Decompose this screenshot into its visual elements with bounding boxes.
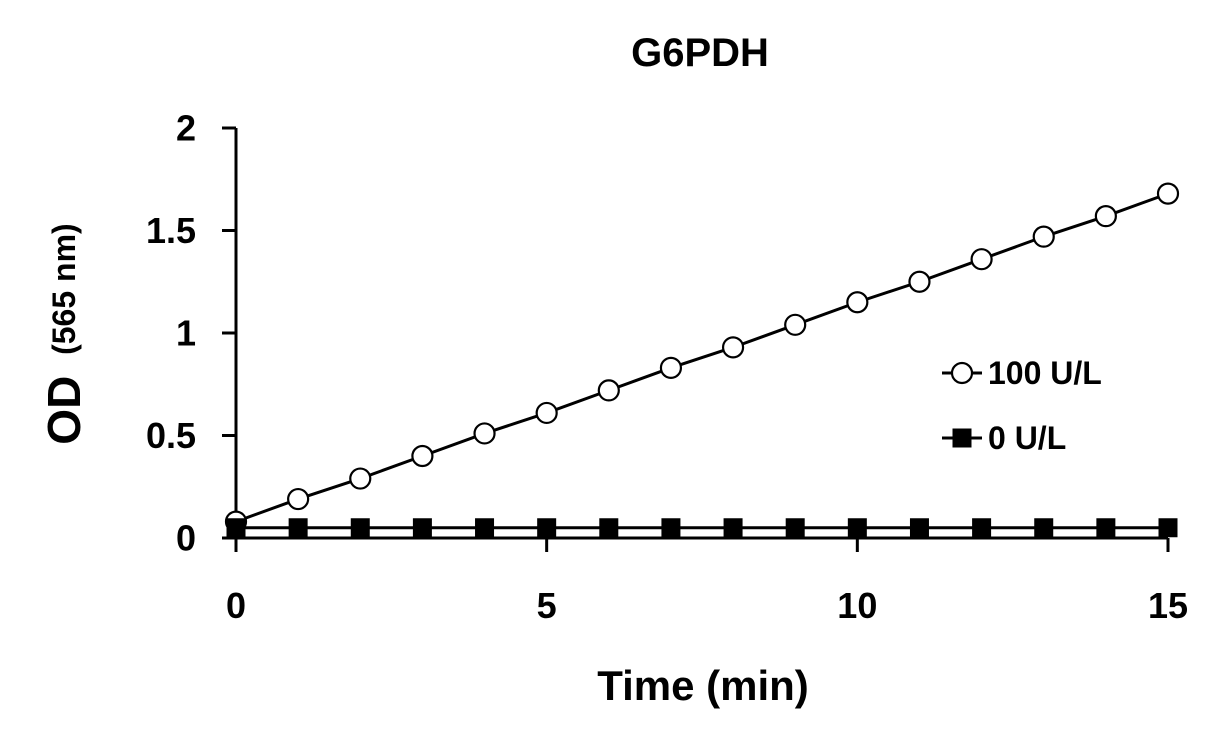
plot-area — [224, 182, 1180, 538]
series-100-u-l — [224, 182, 1180, 533]
legend-item: 100 U/L — [942, 355, 1102, 391]
data-point — [599, 518, 619, 538]
legend-marker — [952, 428, 972, 448]
data-point — [785, 518, 805, 538]
y-tick-label: 1 — [176, 313, 196, 354]
data-point — [846, 291, 869, 314]
y-axis-label: OD (565 nm) — [38, 223, 90, 444]
x-tick-label: 15 — [1148, 585, 1188, 626]
y-tick-label: 2 — [176, 108, 196, 149]
legend-marker — [950, 361, 974, 385]
y-axis-label-unit: (565 nm) — [46, 223, 82, 355]
y-axis-label-main: OD — [38, 376, 90, 445]
data-point — [908, 270, 931, 293]
x-tick-label: 10 — [837, 585, 877, 626]
legend: 100 U/L 0 U/L — [942, 355, 1102, 456]
data-point — [784, 313, 807, 336]
x-tick-label: 0 — [226, 585, 246, 626]
legend-label: 0 U/L — [988, 420, 1066, 456]
data-point — [350, 518, 370, 538]
data-point — [847, 518, 867, 538]
data-point — [1032, 225, 1055, 248]
data-point — [535, 401, 558, 425]
data-point — [597, 379, 620, 402]
legend-item: 0 U/L — [942, 420, 1066, 456]
data-point — [288, 518, 308, 538]
data-point — [411, 444, 434, 468]
data-point — [475, 518, 495, 538]
data-point — [661, 518, 681, 538]
series-line — [235, 192, 1169, 524]
data-point — [349, 467, 372, 490]
data-point — [1034, 518, 1054, 538]
legend-label: 100 U/L — [988, 355, 1102, 391]
data-point — [970, 248, 993, 271]
data-point — [721, 336, 745, 359]
x-axis-label: Time (min) — [597, 662, 809, 709]
data-point — [412, 518, 432, 538]
data-point — [1096, 518, 1116, 538]
series-0-u-l — [226, 518, 1178, 538]
data-point — [287, 487, 310, 511]
data-point — [1094, 205, 1117, 228]
data-point — [723, 518, 743, 538]
data-point — [909, 518, 929, 538]
y-tick-label: 0 — [176, 518, 196, 559]
y-tick-label: 1.5 — [146, 210, 196, 251]
axis-ticks: 0 0.5 1 1.5 2 0 5 10 15 — [146, 108, 1188, 627]
data-point — [659, 356, 683, 379]
data-point — [1156, 182, 1180, 205]
data-point — [1158, 518, 1178, 538]
svg-text:OD (565 nm): OD (565 nm) — [38, 223, 90, 444]
data-point — [473, 422, 496, 445]
chart-title: G6PDH — [631, 31, 769, 75]
y-tick-label: 0.5 — [146, 415, 196, 456]
x-tick-label: 5 — [537, 585, 557, 626]
data-point — [537, 518, 557, 538]
data-point — [972, 518, 992, 538]
data-point — [226, 518, 246, 538]
